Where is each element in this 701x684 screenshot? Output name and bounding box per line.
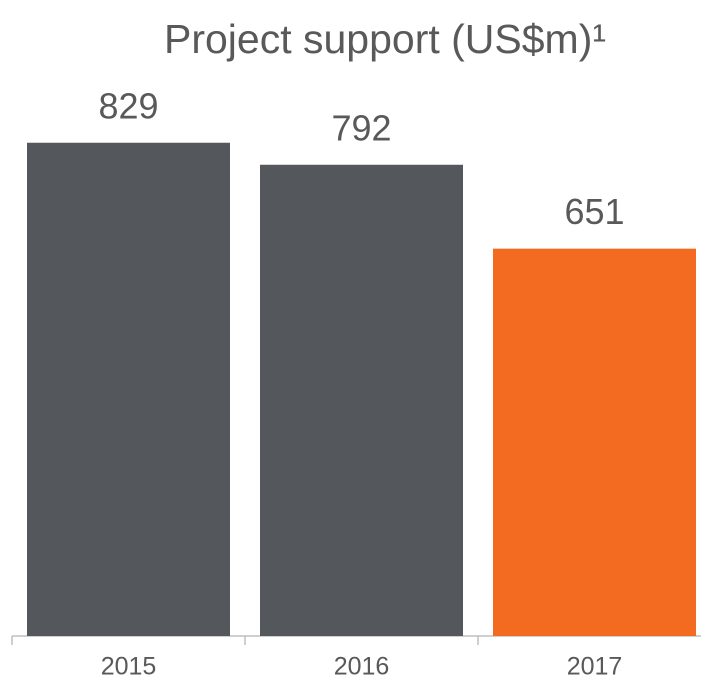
value-label: 651 (564, 191, 624, 232)
bar (493, 248, 696, 636)
value-label: 829 (98, 85, 158, 126)
value-label: 792 (331, 107, 391, 148)
x-tick-label: 2016 (334, 653, 390, 681)
chart-title: Project support (US$m)¹ (164, 16, 606, 62)
bar (260, 164, 463, 636)
bar (27, 142, 230, 636)
x-tick-label: 2017 (567, 653, 623, 681)
x-tick-label: 2015 (101, 653, 157, 681)
